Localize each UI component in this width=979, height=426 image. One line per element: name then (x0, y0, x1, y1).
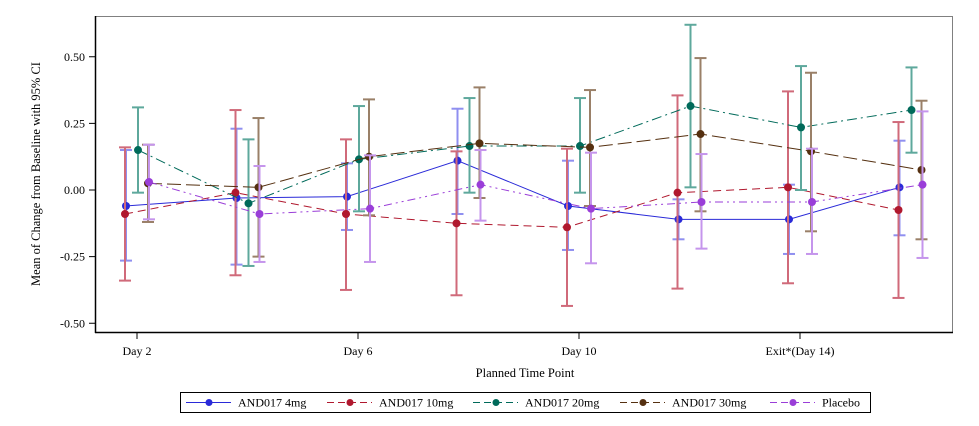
legend-label: AND017 30mg (672, 396, 746, 410)
data-point (784, 183, 792, 192)
series-layer (119, 23, 929, 307)
data-point (586, 143, 594, 152)
series-line (148, 181, 923, 215)
legend-frame (180, 392, 871, 413)
data-point (452, 219, 461, 228)
data-point (475, 139, 484, 148)
data-point (134, 146, 142, 155)
y-axis-label: Mean of Change from Baseline with 95% CI (29, 62, 43, 286)
x-axis-ticks: Day 2 Day 6 Day 10 Exit*(Day 14) (123, 333, 835, 358)
series-line (124, 186, 899, 228)
data-point (797, 123, 805, 132)
series-and017-10mg (119, 90, 905, 307)
legend: AND017 4mg AND017 10mg AND017 20mg AND017 3… (180, 392, 871, 413)
series-line (147, 133, 922, 188)
x-tick-label: Exit*(Day 14) (766, 344, 835, 358)
data-point (918, 180, 927, 189)
y-tick-label: -0.25 (60, 250, 85, 264)
legend-marker-swatch (346, 399, 354, 406)
y-tick-label: -0.50 (60, 316, 85, 330)
data-point (894, 205, 903, 214)
legend-marker-swatch (205, 399, 213, 406)
data-point (244, 199, 253, 208)
data-point (476, 180, 485, 189)
y-tick-label: 0.25 (64, 116, 85, 130)
legend-marker-swatch (492, 399, 500, 406)
data-point (563, 223, 571, 232)
legend-item: AND017 30mg (620, 396, 746, 410)
x-tick-label: Day 10 (562, 344, 597, 358)
legend-marker-swatch (789, 399, 797, 406)
legend-label: AND017 10mg (379, 396, 453, 410)
series-line (125, 160, 900, 220)
data-point (673, 188, 682, 197)
data-point (576, 142, 584, 151)
y-tick-label: 0.50 (64, 50, 85, 64)
legend-item: AND017 4mg (186, 396, 306, 410)
legend-item: AND017 20mg (473, 396, 599, 410)
data-point (145, 178, 153, 187)
series-placebo (143, 110, 929, 265)
series-line (137, 105, 912, 204)
data-point (366, 204, 374, 213)
data-point (696, 130, 705, 139)
x-axis-label: Planned Time Point (476, 366, 575, 380)
data-point (686, 102, 695, 111)
plot-frame (95, 16, 953, 333)
legend-label: Placebo (822, 396, 860, 410)
x-tick-label: Day 2 (123, 344, 152, 358)
y-tick-label: 0.00 (64, 183, 85, 197)
x-tick-label: Day 6 (344, 344, 373, 358)
data-point (465, 142, 474, 151)
legend-label: AND017 20mg (525, 396, 599, 410)
y-axis-ticks: -0.50 -0.25 0.00 0.25 0.50 (60, 50, 95, 330)
data-point (907, 106, 916, 115)
series-and017-20mg (132, 23, 918, 267)
legend-item: Placebo (770, 396, 860, 410)
data-point (342, 209, 350, 218)
data-point (255, 209, 264, 218)
data-point (697, 197, 706, 206)
data-point (587, 204, 595, 213)
legend-label: AND017 4mg (238, 396, 306, 410)
data-point (231, 188, 240, 197)
plot-area: -0.50 -0.25 0.00 0.25 0.50 Day 2 Day 6 Day 10 E… (60, 16, 953, 358)
legend-marker-swatch (639, 399, 647, 406)
data-point (808, 197, 816, 206)
legend-item: AND017 10mg (327, 396, 453, 410)
data-point (121, 209, 129, 218)
